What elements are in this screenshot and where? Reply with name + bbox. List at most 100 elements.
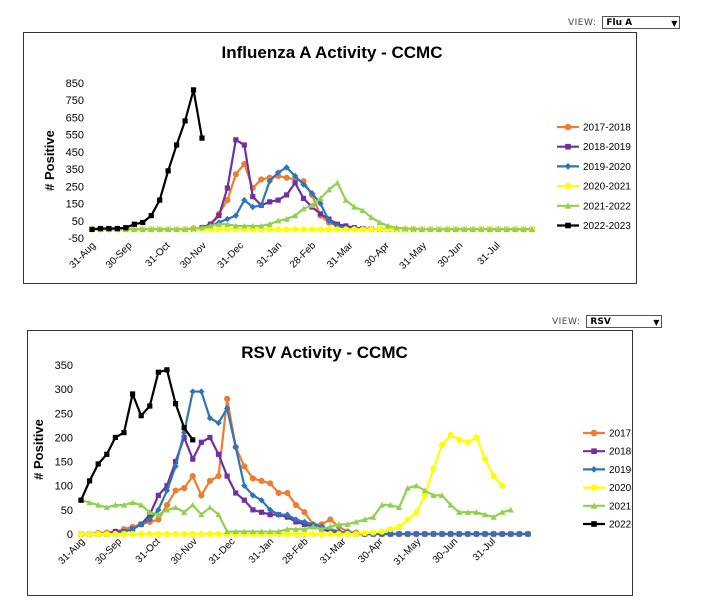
x-tick-label: 31-Oct (144, 240, 173, 269)
data-point (283, 226, 290, 233)
data-point (232, 212, 240, 219)
data-point (190, 456, 196, 462)
data-point (215, 451, 222, 457)
data-point (112, 530, 119, 538)
data-point (267, 528, 274, 535)
data-point (258, 509, 265, 515)
legend-label: 2020-2021 (609, 483, 632, 494)
data-point (163, 487, 171, 494)
y-tick-label: 450 (66, 147, 84, 159)
data-point (292, 526, 300, 532)
data-point (368, 226, 375, 233)
data-point (317, 195, 324, 201)
data-point (438, 530, 446, 538)
data-point (481, 530, 489, 538)
data-point (224, 185, 230, 191)
y-tick-label: -50 (68, 233, 84, 245)
data-point (198, 511, 205, 518)
legend-label: 2021-2022 (583, 201, 631, 212)
series-2017-2018 (77, 395, 532, 538)
legend-label: 2017-2018 (583, 123, 631, 134)
data-point (249, 475, 257, 482)
data-point (385, 222, 392, 229)
x-tick-label: 30-Apr (363, 240, 392, 269)
data-point (241, 222, 248, 229)
data-point (138, 501, 145, 508)
data-point (224, 226, 231, 233)
x-tick-label: 28-Feb (288, 240, 318, 270)
data-point (456, 509, 463, 515)
data-point (129, 391, 136, 397)
data-point (215, 221, 223, 227)
data-point (266, 221, 273, 227)
data-point (155, 511, 162, 518)
data-point (284, 489, 291, 497)
data-point (112, 434, 118, 441)
y-tick-label: 350 (55, 360, 73, 372)
data-point (172, 401, 179, 407)
data-point (318, 526, 325, 532)
view-dropdown[interactable]: Flu A ▼ (602, 16, 681, 29)
data-point (334, 179, 341, 186)
x-tick-label: 30-Nov (178, 240, 209, 271)
x-tick-label: 28-Feb (280, 536, 310, 566)
data-point (481, 511, 489, 518)
x-tick-label: 31-May (392, 536, 423, 567)
legend-label: 2017-2018 (609, 429, 632, 440)
data-point (404, 530, 411, 538)
series-2019-2020 (88, 164, 536, 233)
legend-swatch-marker (564, 163, 572, 170)
data-point (327, 516, 334, 523)
data-point (516, 530, 523, 538)
data-point (327, 530, 334, 538)
data-point (172, 463, 179, 470)
legend-swatch-marker (591, 521, 597, 527)
data-point (344, 521, 351, 527)
data-point (215, 472, 222, 480)
data-point (342, 226, 349, 233)
data-point (258, 477, 265, 484)
data-point (292, 530, 300, 538)
data-point (378, 528, 385, 535)
data-point (129, 530, 136, 538)
series-2018-2019 (89, 137, 535, 232)
data-point (224, 215, 231, 223)
data-point (189, 472, 196, 480)
x-tick-label: 30-Jun (431, 536, 460, 565)
influenza-chart: Influenza A Activity - CCMC # Positive -50… (42, 43, 631, 272)
data-point (413, 509, 420, 516)
data-point (198, 224, 206, 231)
data-point (241, 196, 248, 204)
data-point (129, 499, 136, 506)
view-dropdown[interactable]: RSV ▼ (586, 315, 663, 328)
data-point (215, 419, 222, 427)
data-point (165, 226, 172, 232)
data-point (464, 530, 472, 538)
data-point (181, 509, 188, 515)
legend-swatch-marker (590, 429, 598, 437)
data-point (327, 523, 334, 530)
y-tick-label: 150 (55, 457, 73, 469)
data-point (206, 504, 214, 511)
data-point (267, 480, 274, 487)
legend-label: 2021-2022 (609, 501, 632, 512)
data-point (404, 516, 411, 523)
data-point (95, 461, 101, 467)
legend-swatch-marker (590, 502, 598, 509)
data-point (172, 458, 179, 465)
legend-label: 2019-2020 (583, 162, 631, 173)
data-point (86, 530, 93, 538)
data-point (421, 487, 428, 494)
data-point (370, 529, 377, 536)
series-line (92, 138, 532, 231)
data-point (190, 87, 197, 93)
data-point (351, 226, 358, 233)
data-point (266, 226, 273, 233)
data-point (95, 501, 102, 508)
data-point (199, 135, 205, 141)
y-tick-label: 650 (66, 112, 84, 124)
chevron-down-icon: ▼ (671, 19, 678, 28)
x-tick-label: 31-Mar (325, 240, 356, 271)
series-2022-2023 (89, 87, 205, 232)
y-axis-label: # Positive (31, 419, 46, 480)
